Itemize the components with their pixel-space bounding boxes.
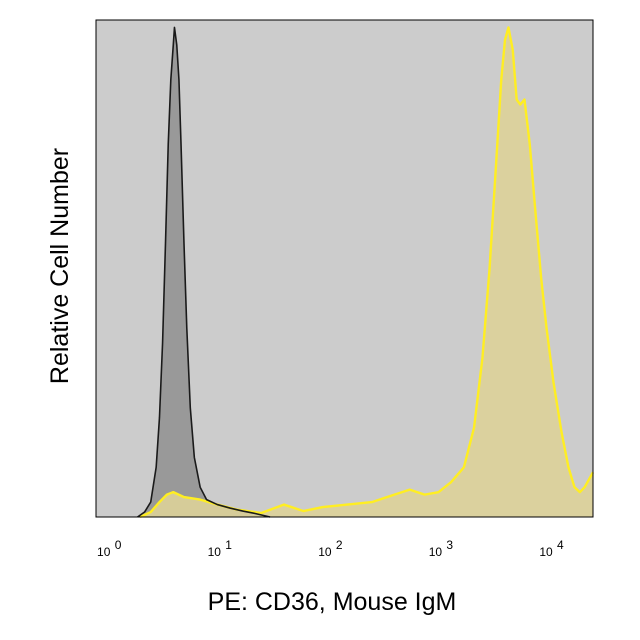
x-axis-ticks: 10 0 10 1 10 2 10 3 10 4 xyxy=(97,538,564,559)
x-tick-base: 10 xyxy=(97,545,111,559)
x-tick-exponent: 0 xyxy=(115,538,122,552)
x-tick-base: 10 xyxy=(318,545,332,559)
plot-frame xyxy=(95,19,594,518)
x-tick-exponent: 1 xyxy=(225,538,232,552)
x-tick-base: 10 xyxy=(429,545,443,559)
x-tick-base: 10 xyxy=(539,545,553,559)
x-tick-base: 10 xyxy=(208,545,222,559)
x-tick-label-1: 10 1 xyxy=(208,538,233,559)
x-tick-label-0: 10 0 xyxy=(97,538,122,559)
x-tick-exponent: 3 xyxy=(446,538,453,552)
x-tick-label-2: 10 2 xyxy=(318,538,343,559)
histogram-line-1 xyxy=(137,26,271,518)
x-tick-label-3: 10 3 xyxy=(429,538,454,559)
x-tick-exponent: 2 xyxy=(336,538,343,552)
histogram-area-2 xyxy=(140,27,593,517)
x-tick-label-4: 10 4 xyxy=(539,538,564,559)
x-tick-exponent: 4 xyxy=(557,538,564,552)
x-axis-title: PE: CD36, Mouse IgM xyxy=(208,588,457,616)
histogram-area-1 xyxy=(137,27,271,517)
y-axis-title: Relative Cell Number xyxy=(46,148,74,384)
series-layer xyxy=(137,26,595,519)
